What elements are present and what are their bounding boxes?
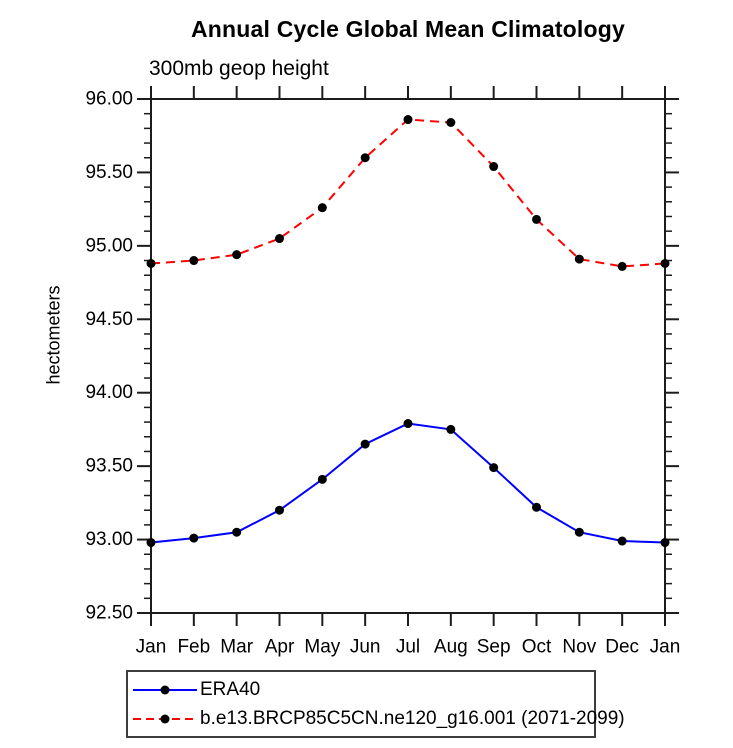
x-axis-tick-label: Jan: [136, 637, 167, 658]
data-point-marker: [232, 527, 242, 537]
x-axis-tick-label: Sep: [477, 637, 511, 658]
x-axis-tick-label: May: [304, 637, 340, 658]
x-axis-tick-label: Dec: [605, 637, 639, 658]
series-line-era40: [150, 422, 666, 544]
solid-line-sample-icon: [133, 685, 197, 694]
x-axis-tick-label: Jan: [650, 637, 681, 658]
data-point-marker: [532, 214, 541, 224]
y-axis-tick-label: 94.00: [85, 382, 133, 403]
data-point-marker: [446, 117, 456, 127]
data-point-marker: [660, 538, 670, 548]
chart-title: Annual Cycle Global Mean Climatology: [190, 16, 626, 42]
data-point-marker: [617, 536, 627, 546]
series-line-model: [150, 118, 666, 268]
x-axis-tick-label: Oct: [522, 637, 552, 658]
data-point-marker: [660, 258, 670, 268]
x-axis-tick-label: Mar: [220, 637, 253, 658]
data-point-marker: [275, 234, 284, 244]
y-axis-tick-label: 93.00: [85, 529, 133, 550]
y-axis-tick-label: 95.50: [85, 162, 133, 183]
data-point-marker: [532, 502, 541, 512]
data-point-marker: [360, 439, 370, 449]
data-point-marker: [617, 261, 627, 271]
y-axis-tick-label: 94.50: [85, 309, 133, 330]
chart-subtitle: 300mb geop height: [149, 57, 329, 80]
data-point-marker: [275, 505, 284, 515]
x-axis-tick-label: Apr: [265, 637, 295, 658]
data-point-marker: [489, 162, 499, 172]
data-point-marker: [232, 250, 242, 260]
data-point-marker: [574, 254, 584, 264]
data-point-marker: [403, 115, 413, 125]
data-point-marker: [146, 258, 156, 268]
legend-item-era40: ERA40: [132, 679, 594, 701]
data-point-marker: [403, 419, 413, 429]
x-axis-tick-label: Jul: [396, 637, 420, 658]
data-point-marker: [489, 463, 499, 473]
legend-label-model: b.e13.BRCP85C5CN.ne120_g16.001 (2071-209…: [200, 707, 625, 729]
y-axis-tick-label: 95.00: [85, 235, 133, 256]
data-point-marker: [360, 153, 370, 163]
data-point-marker: [574, 527, 584, 537]
dashed-line-sample-icon: [133, 714, 197, 723]
data-point-marker: [446, 424, 456, 434]
x-axis-tick-label: Jun: [350, 637, 381, 658]
legend: ERA40 b.e13.BRCP85C5CN.ne120_g16.001 (20…: [126, 670, 625, 738]
legend-item-model: b.e13.BRCP85C5CN.ne120_g16.001 (2071-209…: [132, 708, 625, 730]
x-axis-tick-label: Aug: [434, 637, 468, 658]
x-axis-tick-label: Nov: [562, 637, 596, 658]
legend-label-era40: ERA40: [200, 678, 261, 700]
data-point-marker: [189, 533, 199, 543]
data-point-marker: [189, 256, 199, 266]
x-axis-tick-label: Feb: [177, 637, 210, 658]
y-axis-tick-label: 92.50: [85, 603, 133, 624]
y-axis-tick-label: 96.00: [85, 89, 133, 110]
data-point-marker: [146, 538, 156, 548]
y-axis-title: hectometers: [43, 285, 64, 385]
data-point-marker: [317, 474, 327, 484]
y-axis-tick-label: 93.50: [85, 456, 133, 477]
data-point-marker: [317, 203, 327, 213]
